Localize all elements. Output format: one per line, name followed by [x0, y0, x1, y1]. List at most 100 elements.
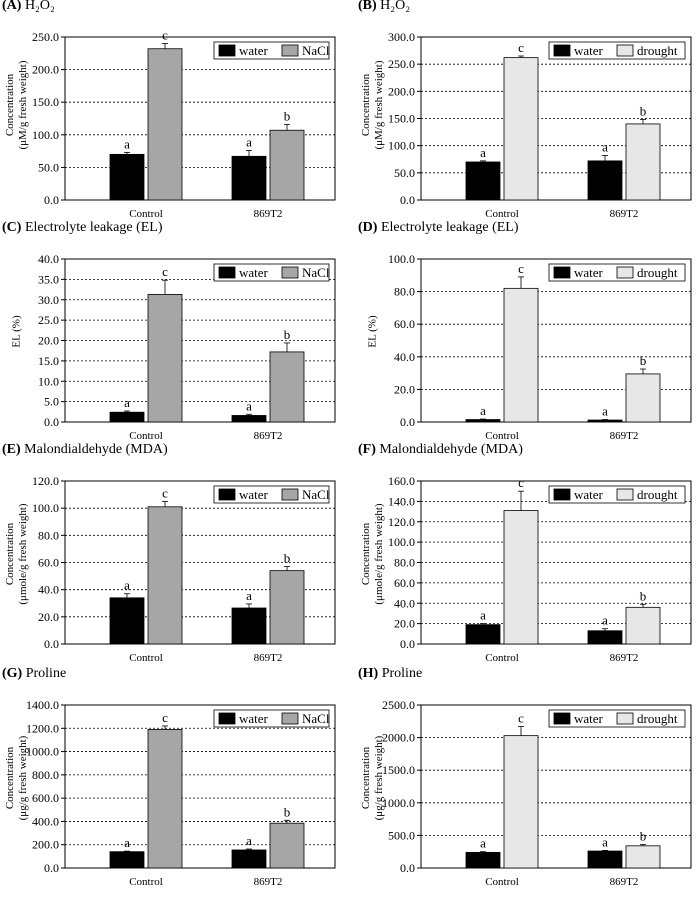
- y-tick-label: 600.0: [32, 791, 59, 805]
- bar-water-control: [109, 411, 145, 423]
- bar-drought-869t2: [625, 373, 661, 423]
- y-tick-label: 40.0: [38, 252, 59, 266]
- bar-chart: 0.0 500.0 1000.0 1500.0 2000.0 2500.0 a a c b Cont…: [382, 698, 692, 888]
- legend: water drought: [548, 263, 686, 282]
- panel-name: Electrolyte leakage (EL): [24, 220, 163, 235]
- bar-water-control: [465, 851, 501, 869]
- legend-swatch-water: [553, 488, 571, 501]
- panel-h: (H) Proline Concentration (μg/g fresh wei…: [356, 666, 696, 890]
- legend-swatch-water: [218, 712, 236, 725]
- panel-title: (D) Electrolyte leakage (EL): [358, 220, 519, 236]
- legend-box: [213, 41, 330, 60]
- legend: water NaCl: [213, 709, 330, 728]
- significance-label: a: [602, 613, 608, 628]
- y-tick-label: 200.0: [32, 63, 59, 77]
- y-tick-label: 800.0: [32, 768, 59, 782]
- bar-drought-control: [503, 510, 539, 645]
- significance-label: c: [162, 710, 168, 725]
- legend-label-drought: drought: [637, 711, 678, 726]
- significance-label: a: [124, 835, 130, 850]
- x-category-label: 869T2: [254, 208, 283, 220]
- panel-title: (B) H₂O₂: [358, 0, 410, 14]
- bar-chart: 0.0 50.0 100.0 150.0 200.0 250.0 a a c b Control 86…: [32, 28, 336, 220]
- significance-label: a: [246, 134, 252, 149]
- bar-water-869t2: [587, 850, 623, 869]
- bar-nacl-control: [147, 729, 183, 869]
- legend-label-water: water: [239, 487, 269, 502]
- significance-label: b: [284, 108, 291, 123]
- significance-label: a: [480, 145, 486, 160]
- legend-label-drought: drought: [637, 43, 678, 58]
- legend-swatch-drought: [616, 266, 634, 279]
- legend-swatch-nacl: [281, 712, 299, 725]
- legend-label-nacl: NaCl: [302, 487, 330, 502]
- legend: water drought: [548, 709, 686, 728]
- panel-title: (E) Malondialdehyde (MDA): [2, 442, 168, 458]
- bar-chart: 0.0 50.0 100.0 150.0 200.0 250.0 300.0 a a c b Cont…: [388, 30, 692, 220]
- legend-label-water: water: [239, 265, 269, 280]
- significance-label: c: [518, 40, 524, 55]
- panel-title: (C) Electrolyte leakage (EL): [2, 220, 163, 236]
- x-category-label: Control: [129, 430, 163, 442]
- legend-swatch-nacl: [281, 266, 299, 279]
- panel-letter: (B): [358, 0, 377, 13]
- y-tick-label: 1000.0: [26, 745, 59, 759]
- panel-name: Proline: [25, 666, 67, 681]
- x-category-label: 869T2: [254, 430, 283, 442]
- legend-swatch-drought: [616, 44, 634, 57]
- x-category-label: 869T2: [610, 430, 639, 442]
- legend-label-water: water: [574, 487, 604, 502]
- panel-title: (G) Proline: [2, 666, 66, 682]
- legend-box: [213, 709, 330, 728]
- bar-water-control: [109, 153, 145, 201]
- plot-frame: [64, 36, 336, 201]
- legend-swatch-nacl: [281, 44, 299, 57]
- bar-nacl-869t2: [269, 129, 305, 201]
- legend-label-water: water: [239, 711, 269, 726]
- panel-name: Malondialdehyde (MDA): [24, 442, 168, 457]
- y-tick-label: 100.0: [32, 128, 59, 142]
- significance-label: c: [518, 475, 524, 490]
- bar-drought-869t2: [625, 845, 661, 869]
- significance-label: b: [640, 353, 647, 368]
- bar-water-869t2: [231, 155, 267, 201]
- panel-f: (F) Malondialdehyde (MDA) Concentration(…: [356, 442, 696, 666]
- bar-water-control: [465, 161, 501, 201]
- y-tick-label: 200.0: [388, 84, 415, 98]
- y-tick-label: 160.0: [388, 474, 415, 488]
- legend-swatch-water: [218, 488, 236, 501]
- y-tick-label: 120.0: [32, 474, 59, 488]
- y-tick-label: 60.0: [394, 317, 415, 331]
- legend-swatch-water: [553, 44, 571, 57]
- y-tick-label: 200.0: [32, 838, 59, 852]
- y-tick-label: 25.0: [38, 313, 59, 327]
- y-tick-label: 5.0: [44, 395, 59, 409]
- bar-water-869t2: [231, 415, 267, 423]
- significance-label: c: [518, 711, 524, 726]
- significance-label: a: [246, 398, 252, 413]
- y-tick-label: 250.0: [32, 30, 59, 44]
- significance-label: b: [284, 804, 291, 819]
- bar-water-control: [109, 851, 145, 869]
- y-tick-label: 0.0: [44, 415, 59, 429]
- x-category-label: Control: [129, 208, 163, 220]
- legend-label-water: water: [239, 43, 269, 58]
- x-category-label: Control: [485, 876, 519, 888]
- bar-water-869t2: [231, 849, 267, 869]
- legend-swatch-nacl: [281, 488, 299, 501]
- panel-name: Proline: [381, 666, 423, 681]
- significance-label: b: [640, 588, 647, 603]
- y-tick-label: 2500.0: [382, 698, 415, 712]
- legend-label-nacl: NaCl: [302, 265, 330, 280]
- x-category-label: Control: [485, 208, 519, 220]
- panel-letter: (G): [2, 666, 23, 681]
- y-tick-label: 20.0: [394, 617, 415, 631]
- legend-box: [213, 485, 330, 504]
- y-tick-label: 30.0: [38, 293, 59, 307]
- bar-water-control: [465, 624, 501, 645]
- bar-water-control: [109, 597, 145, 645]
- bar-chart: 0.0 200.0 400.0 600.0 800.0 1000.0 1200.0 1400.…: [26, 698, 336, 888]
- significance-label: a: [602, 834, 608, 849]
- y-tick-label: 250.0: [388, 57, 415, 71]
